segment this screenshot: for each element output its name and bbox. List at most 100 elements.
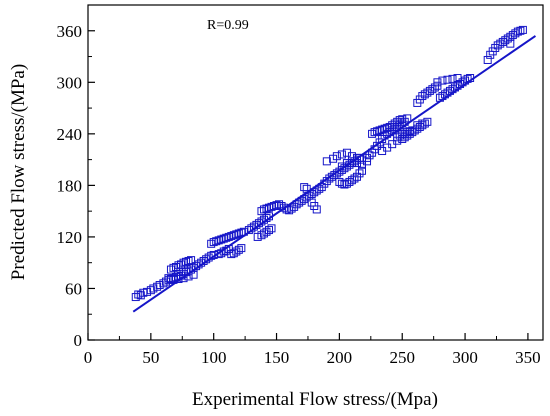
data-point	[383, 123, 392, 132]
data-point	[347, 152, 356, 161]
data-point	[395, 116, 404, 125]
data-point	[214, 250, 223, 259]
data-point	[430, 83, 439, 92]
x-tick-label: 0	[84, 348, 93, 367]
data-point	[262, 204, 271, 213]
plot-frame	[87, 4, 544, 341]
data-point	[234, 229, 243, 238]
data-point	[212, 237, 221, 246]
x-tick-label: 50	[142, 348, 159, 367]
data-point	[280, 203, 289, 212]
data-point	[443, 75, 452, 84]
data-point	[513, 27, 522, 36]
y-tick-label: 360	[57, 22, 83, 41]
data-point	[214, 236, 223, 245]
data-point	[403, 128, 412, 137]
data-point	[232, 230, 241, 239]
data-point	[368, 129, 377, 138]
data-point	[237, 244, 246, 253]
data-point	[355, 169, 364, 178]
data-point	[131, 293, 140, 302]
data-point	[518, 25, 527, 34]
data-point	[511, 29, 520, 38]
data-point	[272, 201, 281, 210]
data-point	[335, 177, 344, 186]
data-point	[398, 115, 407, 124]
data-point	[373, 127, 382, 136]
x-tick-label: 100	[201, 348, 227, 367]
y-tick-label: 60	[65, 279, 82, 298]
data-point	[491, 43, 500, 52]
data-point	[448, 74, 457, 83]
data-point	[337, 150, 346, 159]
data-point	[322, 157, 331, 166]
data-point	[171, 273, 180, 282]
data-point	[217, 235, 226, 244]
data-point	[234, 245, 243, 254]
y-axis: 0 60 120 180 240 300 360	[57, 22, 95, 350]
data-point	[483, 55, 492, 64]
data-point	[312, 205, 321, 214]
data-point	[229, 231, 238, 240]
data-point	[375, 126, 384, 135]
data-point	[370, 128, 379, 137]
data-point	[395, 131, 404, 140]
data-point	[184, 256, 193, 265]
data-point	[400, 129, 409, 138]
data-point	[363, 153, 372, 162]
y-tick-label: 300	[57, 73, 83, 92]
x-axis: 0 50 100 150 200 250 300 350	[84, 333, 541, 367]
data-point	[227, 232, 236, 241]
data-point	[358, 166, 367, 175]
data-point	[405, 127, 414, 136]
data-point	[340, 180, 349, 189]
data-point	[257, 207, 266, 216]
data-point	[182, 257, 191, 266]
data-point	[222, 233, 231, 242]
data-point	[506, 39, 515, 48]
data-point	[438, 76, 447, 85]
data-point	[166, 275, 175, 284]
data-point	[350, 174, 359, 183]
data-point	[408, 126, 417, 135]
data-point	[209, 238, 218, 247]
annotation-r-value: R=0.99	[207, 18, 249, 33]
data-point	[179, 258, 188, 267]
data-point	[171, 262, 180, 271]
data-point	[270, 202, 279, 210]
x-axis-title: Experimental Flow stress/(Mpa)	[192, 389, 438, 410]
data-point	[290, 202, 299, 211]
data-point	[433, 78, 442, 87]
data-point	[187, 256, 196, 265]
x-tick-label: 300	[452, 348, 478, 367]
x-tick-label: 200	[327, 348, 353, 367]
data-point	[177, 260, 186, 269]
data-point	[169, 263, 178, 272]
data-point	[423, 117, 432, 126]
data-point	[259, 205, 268, 214]
data-point	[166, 265, 175, 274]
regression-line	[132, 35, 537, 313]
data-point	[207, 239, 216, 248]
data-point	[224, 232, 233, 241]
data-point	[300, 183, 309, 192]
data-point	[264, 203, 273, 212]
data-point	[358, 160, 367, 169]
data-point	[378, 125, 387, 134]
y-tick-label: 240	[57, 125, 83, 144]
data-point	[403, 114, 412, 123]
data-point	[267, 202, 276, 211]
y-tick-label: 180	[57, 176, 83, 195]
data-point	[174, 261, 183, 270]
data-point	[264, 226, 273, 235]
data-point	[380, 124, 389, 133]
data-point	[237, 228, 246, 237]
data-point	[393, 117, 402, 126]
data-point	[516, 26, 525, 35]
data-point	[219, 234, 228, 243]
x-tick-label: 350	[515, 348, 541, 367]
data-point	[227, 250, 236, 259]
data-point	[352, 159, 361, 168]
y-tick-label: 0	[74, 331, 83, 350]
